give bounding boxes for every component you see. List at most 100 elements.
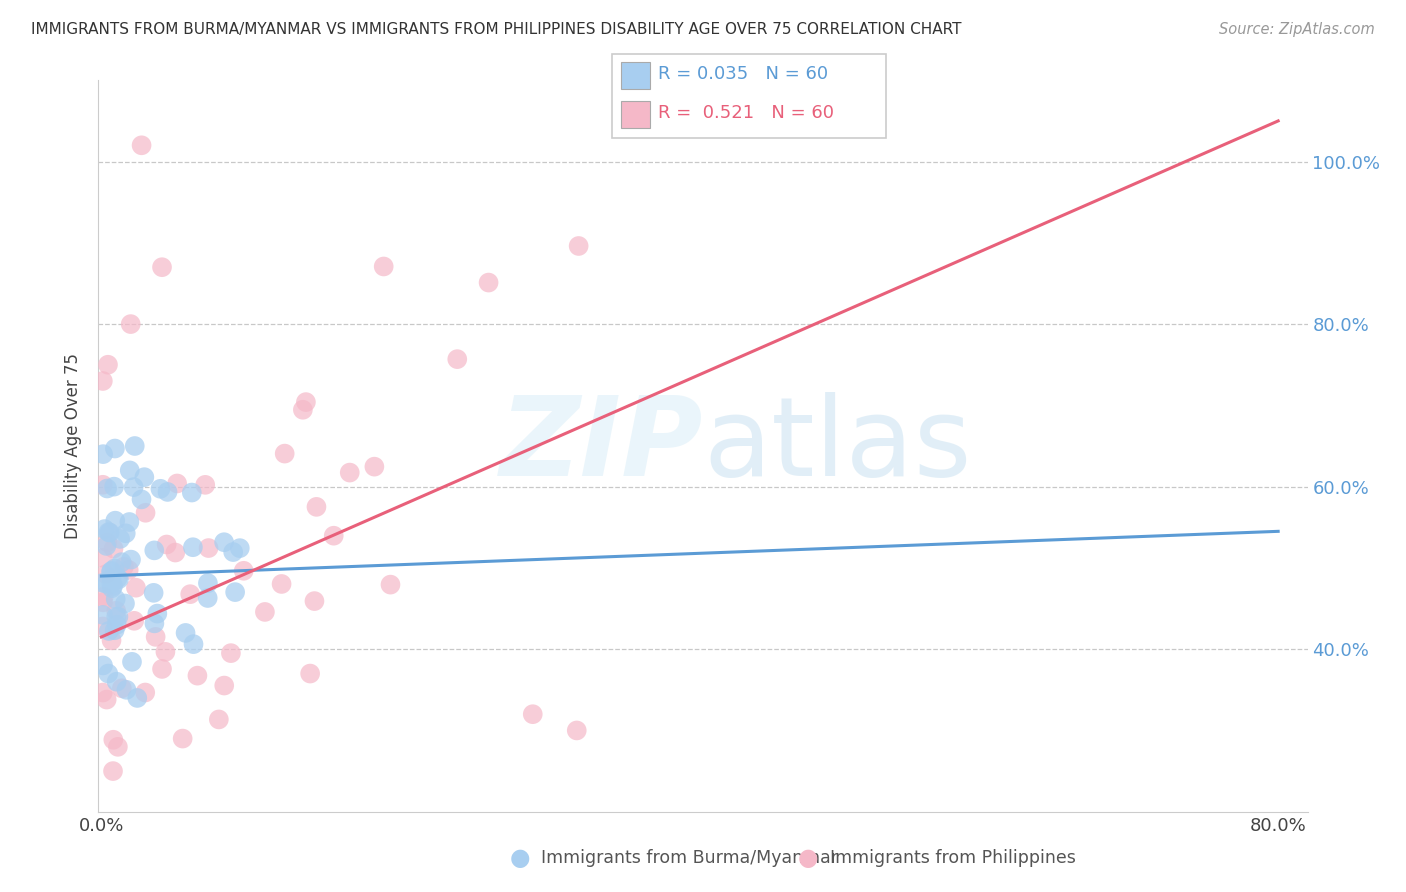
Point [125,581,148,595]
Point [565,723,588,738]
Point [91,374,114,388]
Point [478,276,501,290]
Point [96,539,118,553]
Point [100,576,122,591]
Point [107,571,129,585]
Point [91,477,114,491]
Point [134,470,156,484]
Point [105,604,128,618]
Point [380,577,402,591]
Point [522,707,544,722]
Point [224,585,246,599]
Point [122,480,145,494]
Point [100,633,122,648]
Point [143,616,166,631]
Point [103,480,125,494]
Point [121,655,143,669]
Point [229,541,252,555]
Point [142,586,165,600]
Point [568,239,591,253]
Point [197,541,219,555]
Point [120,317,142,331]
Point [194,478,217,492]
Point [124,439,146,453]
Point [97,624,120,638]
Point [122,614,145,628]
Point [183,637,205,651]
Point [104,624,127,638]
Point [174,626,197,640]
Point [100,565,122,579]
Text: ●: ● [799,847,818,870]
Point [131,492,153,507]
Point [93,590,115,604]
Point [94,567,117,582]
Point [97,525,120,540]
Point [143,543,166,558]
Point [97,358,120,372]
Point [100,564,122,578]
Text: Immigrants from Philippines: Immigrants from Philippines [830,849,1076,867]
Point [104,561,127,575]
Point [179,587,201,601]
Point [156,537,179,551]
Text: R =  0.521   N = 60: R = 0.521 N = 60 [658,104,834,122]
Point [165,545,187,559]
Point [100,571,122,585]
Point [91,658,114,673]
Point [98,525,121,540]
Point [103,541,125,556]
Y-axis label: Disability Age Over 75: Disability Age Over 75 [65,353,83,539]
Point [219,646,242,660]
Point [304,594,326,608]
Point [150,662,173,676]
Point [91,447,114,461]
Point [105,609,128,624]
Point [363,459,385,474]
Point [120,552,142,566]
Point [105,617,128,632]
Point [186,668,208,682]
Point [111,681,134,696]
Point [291,402,314,417]
Point [131,138,153,153]
Point [373,260,395,274]
Point [134,685,156,699]
Point [172,731,194,746]
Point [146,607,169,621]
Point [208,713,231,727]
Point [149,482,172,496]
Point [118,515,141,529]
Text: ZIP: ZIP [499,392,703,500]
Point [91,607,114,622]
Point [270,577,292,591]
Point [96,535,118,549]
Point [96,576,118,591]
Point [295,395,318,409]
Point [96,692,118,706]
Point [118,463,141,477]
Text: IMMIGRANTS FROM BURMA/MYANMAR VS IMMIGRANTS FROM PHILIPPINES DISABILITY AGE OVER: IMMIGRANTS FROM BURMA/MYANMAR VS IMMIGRA… [31,22,962,37]
Point [104,592,127,607]
Point [91,595,114,609]
Point [156,484,179,499]
Point [107,739,129,754]
Point [135,506,157,520]
Point [101,581,124,595]
Point [222,545,245,559]
Point [114,597,136,611]
Point [339,466,361,480]
Text: Immigrants from Burma/Myanmar: Immigrants from Burma/Myanmar [541,849,838,867]
Point [127,690,149,705]
Point [446,352,468,367]
Point [101,579,124,593]
Point [232,564,254,578]
Point [118,563,141,577]
Point [212,535,235,549]
Point [105,674,128,689]
Point [97,666,120,681]
Point [114,526,136,541]
Point [91,619,114,633]
Point [91,575,114,590]
Text: Source: ZipAtlas.com: Source: ZipAtlas.com [1219,22,1375,37]
